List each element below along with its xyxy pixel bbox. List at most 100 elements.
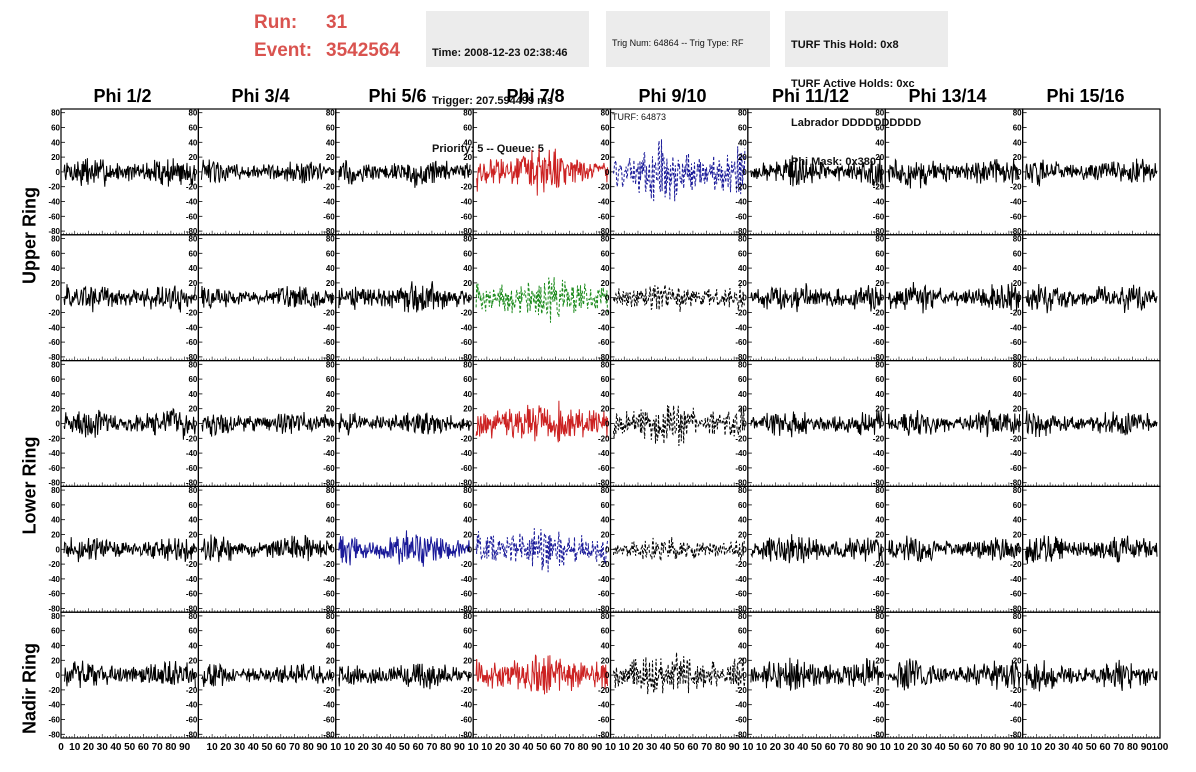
y-tick-label: 40 <box>188 390 197 399</box>
y-tick-label: 80 <box>51 235 60 244</box>
waveform-trace <box>200 159 334 184</box>
y-tick-label: -40 <box>735 701 747 710</box>
y-tick-label: -40 <box>873 323 885 332</box>
y-tick-label: 40 <box>463 642 472 651</box>
y-tick-label: 60 <box>326 501 335 510</box>
y-tick-label: 80 <box>875 486 884 495</box>
waveform-trace <box>475 654 608 695</box>
y-tick-label: 40 <box>188 642 197 651</box>
y-tick-label: -60 <box>323 212 335 221</box>
y-tick-label: 80 <box>601 612 610 621</box>
panel-r0-c4: 80 60 40 20 0 -20 -40 -60 -80 <box>598 108 749 236</box>
waveform-trace <box>1025 535 1158 564</box>
panel-r1-c3: 80 60 40 20 0 -20 -40 -60 -80 <box>461 234 612 362</box>
y-tick-label: -40 <box>48 198 60 207</box>
y-tick-label: -20 <box>735 183 747 192</box>
y-tick-label: 80 <box>738 612 747 621</box>
y-tick-label: -20 <box>186 686 198 695</box>
y-tick-label: 0 <box>1017 420 1022 429</box>
y-tick-label: 20 <box>188 153 197 162</box>
x-tick-label: 80 <box>1127 742 1139 753</box>
y-tick-label: 80 <box>738 486 747 495</box>
y-tick-label: 40 <box>875 390 884 399</box>
y-tick-label: 0 <box>605 545 610 554</box>
y-tick-label: 20 <box>51 656 60 665</box>
y-tick-label: -20 <box>461 686 473 695</box>
y-tick-label: 0 <box>605 420 610 429</box>
panel-r1-c6: 80 60 40 20 0 -20 -40 -60 -80 <box>873 234 1024 362</box>
y-tick-label: -60 <box>323 716 335 725</box>
y-tick-label: 80 <box>51 486 60 495</box>
y-tick-label: 80 <box>601 109 610 118</box>
y-tick-label: 0 <box>56 294 61 303</box>
y-tick-label: -80 <box>461 479 473 488</box>
y-tick-label: -40 <box>735 575 747 584</box>
y-tick-label: 0 <box>56 545 61 554</box>
waveform-trace <box>887 158 1020 189</box>
y-tick-label: 40 <box>601 138 610 147</box>
y-tick-label: 80 <box>601 360 610 369</box>
waveform-trace <box>887 281 1021 314</box>
y-tick-label: -40 <box>1010 323 1022 332</box>
y-tick-label: 0 <box>1017 168 1022 177</box>
y-tick-label: 0 <box>742 671 747 680</box>
y-tick-label: 0 <box>880 294 885 303</box>
x-tick-label: 90 <box>591 742 603 753</box>
time-text: Time: 2008-12-23 02:38:46 <box>432 47 568 59</box>
y-tick-label: 40 <box>1013 642 1022 651</box>
y-tick-label: 80 <box>326 486 335 495</box>
y-tick-label: 20 <box>326 405 335 414</box>
y-tick-label: 40 <box>738 516 747 525</box>
y-tick-label: 20 <box>601 279 610 288</box>
y-tick-label: -40 <box>48 575 60 584</box>
y-tick-label: 0 <box>193 168 198 177</box>
x-tick-label: 40 <box>935 742 947 753</box>
x-tick-label: 10 <box>468 742 480 753</box>
panel-r1-c5: 80 60 40 20 0 -20 -40 -60 -80 <box>735 234 886 362</box>
x-tick-label: 50 <box>399 742 411 753</box>
y-tick-label: -60 <box>1010 212 1022 221</box>
y-tick-label: -20 <box>186 183 198 192</box>
x-tick-label: 70 <box>289 742 301 753</box>
y-tick-label: 0 <box>742 294 747 303</box>
y-tick-label: -40 <box>461 575 473 584</box>
x-tick-label: 100 <box>1152 742 1169 753</box>
y-tick-label: -20 <box>323 560 335 569</box>
x-tick-label: 70 <box>152 742 164 753</box>
y-tick-label: 80 <box>51 109 60 118</box>
y-tick-label: -80 <box>48 730 60 739</box>
y-tick-label: -60 <box>461 464 473 473</box>
panel-r3-c2: 80 60 40 20 0 -20 -40 -60 -80 <box>323 485 474 614</box>
panel-r2-c6: 80 60 40 20 0 -20 -40 -60 -80 <box>873 360 1024 488</box>
x-tick-label: 20 <box>220 742 232 753</box>
y-tick-label: -60 <box>735 338 747 347</box>
y-tick-label: -20 <box>1010 183 1022 192</box>
y-tick-label: 20 <box>326 656 335 665</box>
y-tick-label: 0 <box>1017 545 1022 554</box>
y-tick-label: 20 <box>875 656 884 665</box>
y-tick-label: -20 <box>186 560 198 569</box>
y-tick-label: -60 <box>1010 716 1022 725</box>
y-tick-label: 80 <box>51 612 60 621</box>
x-tick-label: 30 <box>97 742 109 753</box>
y-tick-label: 20 <box>326 279 335 288</box>
y-tick-label: 60 <box>1013 249 1022 258</box>
x-tick-label: 50 <box>811 742 823 753</box>
x-tick-label: 90 <box>1141 742 1153 753</box>
x-tick-label: 10 <box>756 742 768 753</box>
x-tick-label: 70 <box>1113 742 1125 753</box>
y-tick-label: 80 <box>875 235 884 244</box>
y-tick-label: 40 <box>463 138 472 147</box>
y-tick-label: -20 <box>1010 560 1022 569</box>
y-tick-label: 80 <box>875 612 884 621</box>
panel-r1-c0: 80 60 40 20 0 -20 -40 -60 -80 <box>48 234 199 362</box>
panel-r4-c7: 80 60 40 20 0 -20 -40 -60 -80 <box>1010 611 1161 739</box>
y-tick-label: 20 <box>601 531 610 540</box>
y-tick-label: 60 <box>188 375 197 384</box>
y-tick-label: 40 <box>601 516 610 525</box>
y-tick-label: 60 <box>51 627 60 636</box>
y-tick-label: -80 <box>461 730 473 739</box>
y-tick-label: 60 <box>1013 501 1022 510</box>
y-tick-label: -60 <box>186 338 198 347</box>
y-tick-label: -20 <box>461 309 473 318</box>
